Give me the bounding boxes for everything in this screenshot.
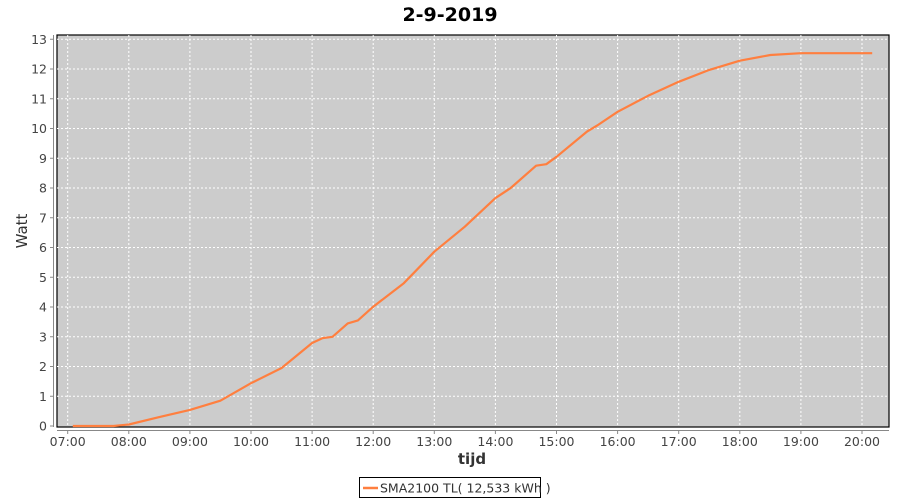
x-tick-label: 20:00 [844, 434, 880, 449]
x-tick-label: 16:00 [600, 434, 636, 449]
x-tick-label: 19:00 [783, 434, 819, 449]
legend-entry: SMA2100 TL( 12,533 kWh ) [380, 481, 551, 496]
x-tick-label: 13:00 [416, 434, 452, 449]
y-tick-label: 13 [31, 32, 47, 47]
x-tick-label: 14:00 [477, 434, 513, 449]
x-tick-label: 15:00 [538, 434, 574, 449]
x-axis-label: tijd [458, 450, 486, 468]
x-axis-ticks: 07:00 08:00 09:00 10:00 11:00 12:00 13:00 14:00… [50, 430, 880, 449]
y-tick-label: 6 [39, 240, 47, 255]
x-tick-label: 17:00 [661, 434, 697, 449]
y-axis-label: Watt [13, 213, 31, 248]
x-tick-label: 10:00 [233, 434, 269, 449]
y-tick-label: 2 [39, 359, 47, 374]
x-tick-label: 09:00 [172, 434, 208, 449]
y-tick-label: 12 [31, 62, 47, 77]
y-tick-label: 10 [31, 121, 47, 136]
x-tick-label: 08:00 [111, 434, 147, 449]
legend-box [359, 477, 541, 498]
y-tick-label: 8 [39, 181, 47, 196]
y-tick-label: 3 [39, 329, 47, 344]
x-tick-label: 07:00 [50, 434, 86, 449]
gridlines [57, 35, 889, 427]
x-tick-label: 11:00 [294, 434, 330, 449]
y-tick-label: 4 [39, 300, 47, 315]
x-tick-label: 18:00 [722, 434, 758, 449]
y-tick-label: 5 [39, 270, 47, 285]
x-tick-label: 12:00 [355, 434, 391, 449]
y-tick-label: 11 [31, 91, 47, 106]
y-tick-label: 0 [39, 419, 47, 434]
y-tick-label: 7 [39, 210, 47, 225]
chart-title: 2-9-2019 [402, 4, 497, 26]
y-tick-label: 9 [39, 151, 47, 166]
legend: SMA2100 TL( 12,533 kWh ) [359, 477, 551, 498]
series-line [72, 52, 873, 428]
y-tick-label: 1 [39, 389, 47, 404]
plot-area [56, 34, 890, 428]
